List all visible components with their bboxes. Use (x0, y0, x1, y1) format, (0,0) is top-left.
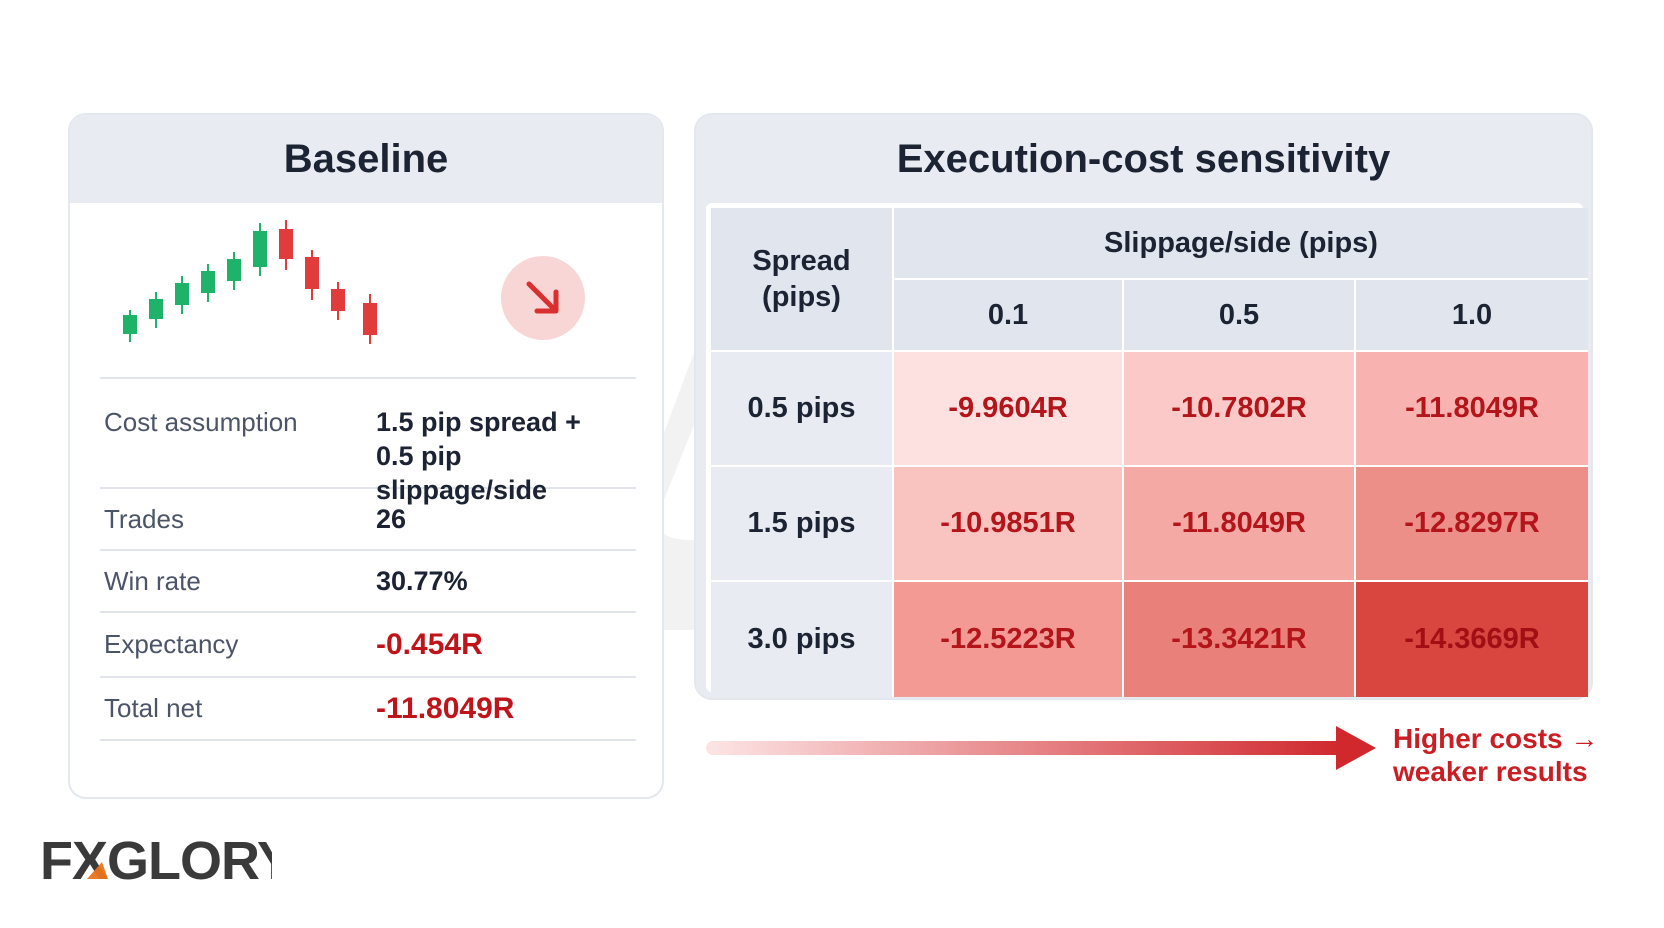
table-cell: -12.8297R (1356, 467, 1588, 582)
table-cell: -10.7802R (1124, 352, 1356, 467)
baseline-card: Baseline Cost assumption 1.5 (68, 113, 664, 799)
metric-row-win-rate: Win rate 30.77% (100, 549, 636, 611)
cost-note-line1: Higher costs → (1393, 723, 1599, 754)
fxglory-logo: FXGLORY (40, 832, 272, 888)
row-header: 0.5 pips (711, 352, 894, 467)
table-cell: -13.3421R (1124, 582, 1356, 697)
row-header: 1.5 pips (711, 467, 894, 582)
table-cell: -12.5223R (894, 582, 1124, 697)
baseline-metrics-list: Cost assumption 1.5 pip spread + 0.5 pip… (100, 377, 636, 741)
cost-line-slippage: 0.5 pip slippage/side (376, 441, 548, 505)
table-cell: -14.3669R (1356, 582, 1588, 697)
table-cell: -10.9851R (894, 467, 1124, 582)
arrow-down-right-icon (526, 281, 559, 314)
cost-line-spread: 1.5 pip spread + (376, 407, 581, 437)
row-header-line2: (pips) (762, 281, 841, 313)
metric-value: 30.77% (376, 566, 468, 596)
row-header: 3.0 pips (711, 582, 894, 697)
metric-label: Expectancy (104, 629, 239, 659)
cost-gradient-arrow (706, 726, 1376, 770)
baseline-title: Baseline (283, 136, 449, 181)
metric-row-cost-assumption: Cost assumption 1.5 pip spread + 0.5 pip… (100, 377, 636, 505)
row-header-spread: Spread (pips) (711, 208, 894, 352)
metric-value: -11.8049R (376, 691, 515, 725)
baseline-header: Baseline (70, 115, 662, 203)
col-header: 0.1 (894, 280, 1124, 352)
metric-label: Cost assumption (104, 407, 298, 437)
table-cell: -11.8049R (1356, 352, 1588, 467)
sensitivity-title: Execution-cost sensitivity (896, 136, 1391, 181)
logo-text: FXGLORY (40, 832, 272, 888)
cost-note: Higher costs → weaker results (1393, 722, 1598, 788)
row-header-line1: Spread (752, 245, 851, 277)
sensitivity-header: Execution-cost sensitivity (696, 115, 1591, 203)
metric-label: Trades (104, 503, 184, 534)
candlestick-icon (123, 220, 377, 344)
metric-label: Total net (104, 693, 203, 723)
metric-row-trades: Trades 26 (100, 487, 636, 549)
cost-note-line2: weaker results (1393, 756, 1588, 787)
metric-value: -0.454R (376, 627, 483, 661)
metric-value: 26 (376, 504, 407, 534)
metric-label: Win rate (104, 565, 201, 596)
col-header: 1.0 (1356, 280, 1588, 352)
sensitivity-table: Spread (pips) Slippage/side (pips) 0.1 0… (706, 203, 1588, 697)
down-trend-badge (501, 256, 585, 340)
table-cell: -11.8049R (1124, 467, 1356, 582)
col-group-header: Slippage/side (pips) (894, 208, 1588, 280)
metric-value: 1.5 pip spread + 0.5 pip slippage/side (376, 405, 636, 507)
col-header: 0.5 (1124, 280, 1356, 352)
metric-row-expectancy: Expectancy -0.454R (100, 611, 636, 676)
table-cell: -9.9604R (894, 352, 1124, 467)
sensitivity-card: Execution-cost sensitivity Spread (pips)… (694, 113, 1593, 700)
metric-row-total-net: Total net -11.8049R (100, 676, 636, 741)
